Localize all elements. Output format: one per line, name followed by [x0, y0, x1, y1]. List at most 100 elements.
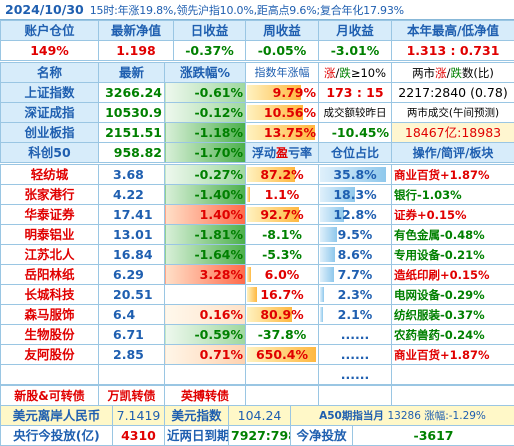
index-year-change: 13.75% [246, 123, 319, 143]
float-pnl [246, 365, 319, 385]
position-weight: 2.1% [319, 305, 392, 325]
index-name: 科创50 [1, 143, 99, 163]
position-weight: 2.3% [319, 285, 392, 305]
index-name: 上证指数 [1, 83, 99, 103]
stock-name[interactable]: 轻纺城 [1, 165, 99, 185]
stock-price: 13.01 [99, 225, 165, 245]
index-table: 名称 最新 涨跌幅% 指数年涨幅 涨/跌≥10% 两市涨/跌数(比) 上证指数 … [0, 62, 514, 163]
hdr-change: 涨跌幅% [165, 63, 246, 83]
position-weight: ...... [319, 345, 392, 365]
hdr-year-change: 指数年涨幅 [246, 63, 319, 83]
stock-name[interactable]: 友阿股份 [1, 345, 99, 365]
stock-change: -0.59% [165, 325, 246, 345]
action-note: 纺织服装-0.37% [392, 305, 514, 325]
hdr-latest: 最新 [99, 63, 165, 83]
dxy-value: 104.24 [229, 406, 291, 426]
action-note: 电网设备-0.29% [392, 285, 514, 305]
index-latest: 3266.24 [99, 83, 165, 103]
float-pnl: 650.4% [246, 345, 319, 365]
stock-price [99, 365, 165, 385]
float-pnl: -5.3% [246, 245, 319, 265]
index-name: 创业板指 [1, 123, 99, 143]
position-weight: ...... [319, 365, 392, 385]
index-row-cy[interactable]: 创业板指 2151.51 -1.18% 13.75% -10.45% 18467… [1, 123, 514, 143]
stock-price: 20.51 [99, 285, 165, 305]
index-row-sz[interactable]: 深证成指 10530.9 -0.12% 10.56% 成交额较昨日 两市成交(午… [1, 103, 514, 123]
stock-change: -1.40% [165, 185, 246, 205]
stock-price: 17.41 [99, 205, 165, 225]
usdcnh-label: 美元离岸人民币 [1, 406, 113, 426]
weight-bar [320, 247, 335, 262]
float-pnl: 80.9% [246, 305, 319, 325]
convertible-1[interactable]: 万凯转债 [99, 386, 165, 406]
stock-name[interactable]: 生物股份 [1, 325, 99, 345]
stock-change: 3.28% [165, 265, 246, 285]
float-pnl: -37.8% [246, 325, 319, 345]
daily-value: -0.37% [174, 41, 246, 61]
float-pnl: 1.1% [246, 185, 319, 205]
position-weight: 12.8% [319, 205, 392, 225]
turnover-compare-value: -10.45% [319, 123, 392, 143]
empty-cell [319, 386, 392, 406]
index-row-sh[interactable]: 上证指数 3266.24 -0.61% 9.79% 173 : 15 2217:… [1, 83, 514, 103]
position-weight: 35.8% [319, 165, 392, 185]
col-position: 账户仓位 [1, 21, 99, 41]
index-header-row: 名称 最新 涨跌幅% 指数年涨幅 涨/跌≥10% 两市涨/跌数(比) [1, 63, 514, 83]
footer-row-1: 美元离岸人民币 7.1419 美元指数 104.24 A50期指当月 13286… [1, 406, 514, 426]
index-change: -0.61% [165, 83, 246, 103]
stock-change: -0.27% [165, 165, 246, 185]
year-hilo-value: 1.313 : 0.731 [392, 41, 514, 61]
pnl-bar [247, 187, 250, 202]
nav-value: 1.198 [99, 41, 174, 61]
stock-name[interactable]: 华泰证券 [1, 205, 99, 225]
summary-text: 15时:年涨19.8%,领先沪指10.0%,距高点9.6%;复合年化17.93% [90, 2, 404, 18]
stock-change: -1.81% [165, 225, 246, 245]
title-bar: 2024/10/30 15时:年涨19.8%,领先沪指10.0%,距高点9.6%… [0, 0, 514, 20]
hdr-weight: 仓位占比 [319, 143, 392, 163]
hdr-float-pnl: 浮动盈亏率 [246, 143, 319, 163]
col-nav: 最新净值 [99, 21, 174, 41]
position-weight: 8.6% [319, 245, 392, 265]
turnover-forecast-value: 18467亿:18983 [392, 123, 514, 143]
weight-bar [320, 307, 323, 322]
position-weight: 7.7% [319, 265, 392, 285]
stock-name[interactable]: 明泰铝业 [1, 225, 99, 245]
turnover-forecast-label: 两市成交(午间预测) [392, 103, 514, 123]
hdr-market-updown: 两市涨/跌数(比) [392, 63, 514, 83]
stock-price: 4.22 [99, 185, 165, 205]
stock-price: 6.4 [99, 305, 165, 325]
holding-row[interactable]: ...... [1, 365, 514, 385]
index-change: -0.12% [165, 103, 246, 123]
index-year-change: 9.79% [246, 83, 319, 103]
stock-name[interactable]: 江苏北人 [1, 245, 99, 265]
stock-name[interactable]: 长城科技 [1, 285, 99, 305]
stock-name[interactable]: 张家港行 [1, 185, 99, 205]
hdr-action: 操作/简评/板块 [392, 143, 514, 163]
weight-bar [320, 287, 324, 302]
stock-name[interactable] [1, 365, 99, 385]
new-share-label[interactable]: 新股&可转债 [1, 386, 99, 406]
action-note: 专用设备-0.21% [392, 245, 514, 265]
stock-change [165, 365, 246, 385]
account-values-row: 149% 1.198 -0.37% -0.05% -3.01% 1.313 : … [1, 41, 514, 61]
action-note [392, 365, 514, 385]
float-pnl: 87.2% [246, 165, 319, 185]
stock-name[interactable]: 岳阳林纸 [1, 265, 99, 285]
stock-price: 6.71 [99, 325, 165, 345]
stock-name[interactable]: 森马服饰 [1, 305, 99, 325]
pnl-bar [247, 287, 257, 302]
empty-cell [392, 386, 514, 406]
convertible-2[interactable]: 英搏转债 [165, 386, 246, 406]
index-row-kc50[interactable]: 科创50 958.82 -1.70% 浮动盈亏率 仓位占比 操作/简评/板块 [1, 143, 514, 163]
